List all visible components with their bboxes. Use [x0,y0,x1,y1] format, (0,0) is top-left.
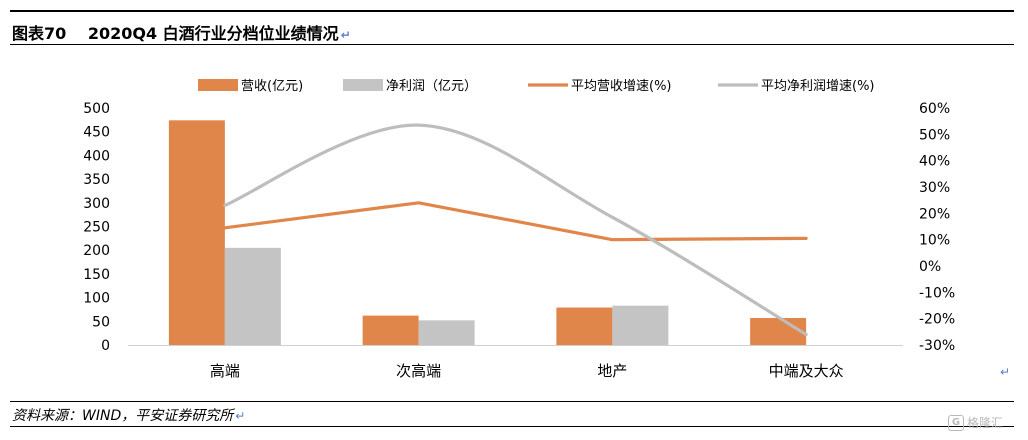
avg-profit-growth-line [223,123,808,337]
left-axis-tick-label: 150 [83,267,110,283]
x-axis-category-label: 高端 [210,362,240,380]
paragraph-mark-icon: ↵ [1000,365,1011,379]
x-axis-category-label: 中端及大众 [769,362,844,380]
legend-revenue-swatch [198,79,238,91]
right-axis-tick-label: 30% [919,180,950,196]
left-axis-tick-label: 300 [83,196,110,212]
bottom-rule [10,426,1014,427]
left-axis-tick-label: 100 [83,291,110,307]
right-axis-tick-label: 10% [919,233,950,249]
net-profit-bar [224,247,281,345]
left-axis-tick-label: 500 [83,101,110,117]
right-axis-tick-label: 40% [919,154,950,170]
net-profit-bar [612,305,669,345]
legend-avg-profit-growth-label: 平均净利润增速(%) [761,79,875,94]
watermark-logo-icon: G [948,414,964,431]
revenue-bar [168,120,225,345]
legend-revenue-label: 营收(亿元) [241,79,303,94]
page-title: 图表70 2020Q4 白酒行业分档位业绩情况 ↵ [12,24,351,43]
source-note: 资料来源：WIND，平安证券研究所 ↵ [12,408,246,424]
x-axis-category-label: 次高端 [396,362,441,380]
right-axis-tick-label: -10% [919,285,955,301]
right-axis-tick-label: 60% [919,101,950,117]
right-axis-tick-label: 20% [919,206,950,222]
left-axis-tick-label: 350 [83,172,110,188]
left-axis-tick-label: 400 [83,148,110,164]
source-rule [10,401,1014,402]
right-axis-tick-label: 0% [919,259,941,275]
top-rule [10,10,1014,12]
revenue-bar [362,315,419,345]
left-axis-tick-label: 250 [83,220,110,236]
legend-net-profit-label: 净利润（亿元） [386,79,477,94]
net-profit-bar [418,320,475,345]
x-axis-category-label: 地产 [597,362,627,380]
watermark: G 格隆汇 [948,414,1003,431]
paragraph-mark-icon: ↵ [235,409,246,423]
left-axis-tick-label: 50 [92,314,110,330]
left-axis-tick-label: 200 [83,243,110,259]
legend-avg-revenue-growth-label: 平均营收增速(%) [571,79,672,94]
legend-net-profit-swatch [343,79,383,91]
avg-revenue-growth-line [223,201,808,242]
right-axis-tick-label: 50% [919,127,950,143]
paragraph-mark-icon: ↵ [340,28,351,42]
title-rule [10,44,1014,45]
revenue-bar [750,317,807,345]
left-axis-tick-label: 0 [101,338,110,354]
right-axis-tick-label: -20% [919,312,955,328]
right-axis-tick-label: -30% [919,338,955,354]
left-axis-tick-label: 450 [83,125,110,141]
revenue-bar [556,307,613,345]
